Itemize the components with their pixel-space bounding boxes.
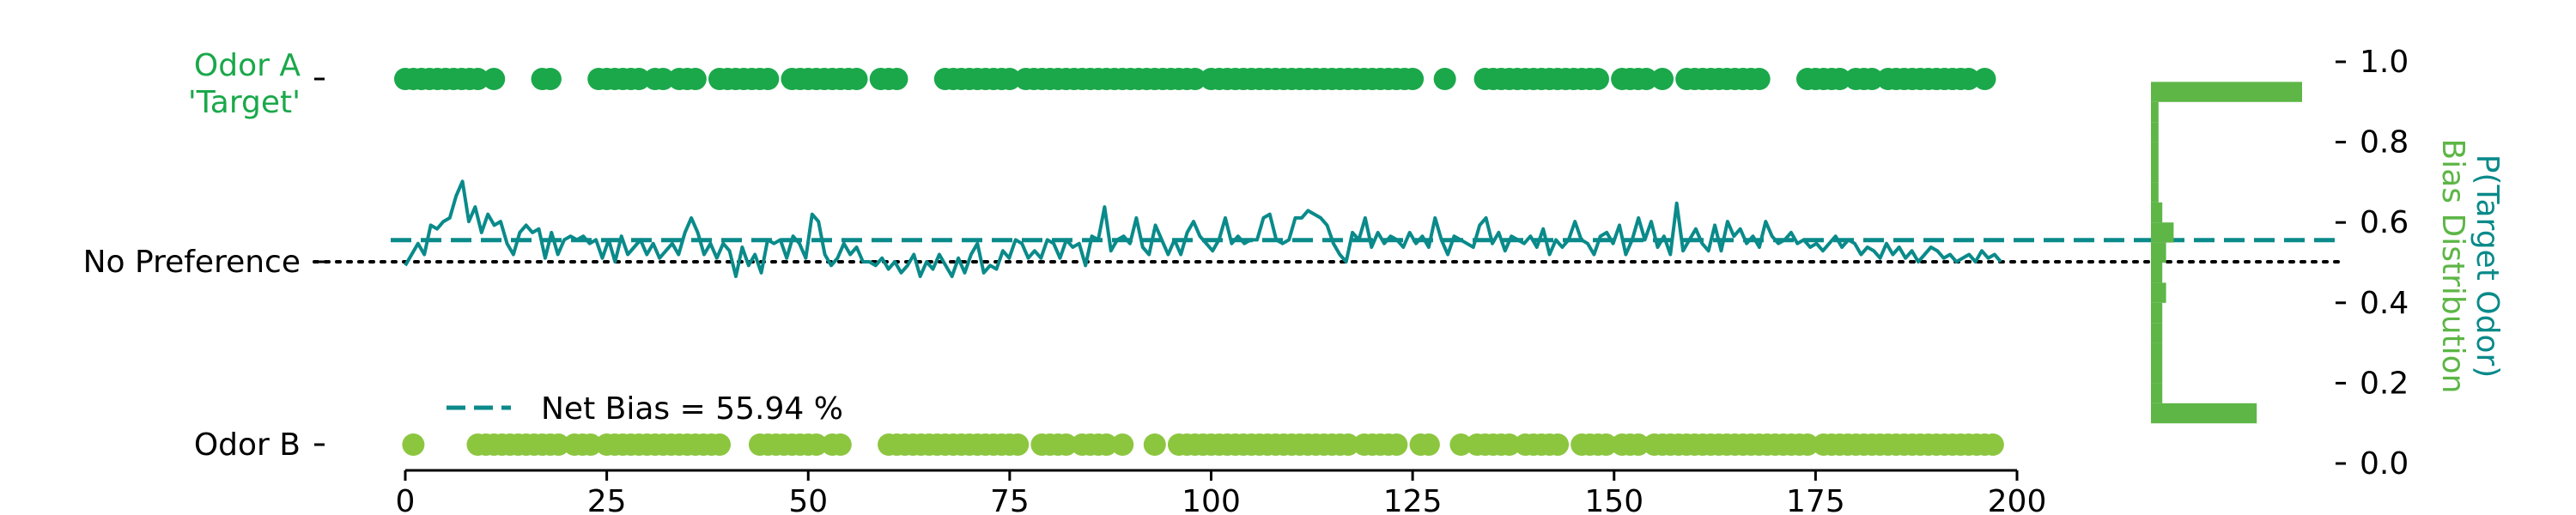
histogram-bar [2151,363,2163,384]
odor-a-trial-dot [885,68,908,90]
histogram-bar [2151,323,2163,343]
odor-b-trial-dot [1095,433,1118,456]
right-tick-label: 1.0 [2360,45,2409,80]
odor-b-label: Odor B [194,427,301,463]
x-tick-label: 25 [587,484,627,515]
main-plot [313,68,2346,456]
odor-b-trial-dot [547,433,570,456]
histogram-bar [2151,282,2166,303]
odor-b-trial-dot [1417,433,1440,456]
x-tick-label: 100 [1182,484,1241,515]
odor-a-trial-dot [756,68,780,90]
no-preference-label: No Preference [83,245,301,280]
odor-b-trial-dot [1337,433,1360,456]
histogram-bar [2151,182,2159,203]
category-labels: Odor A 'Target' No Preference Odor B [83,48,325,463]
histogram-bar [2151,403,2257,424]
histogram-bar [2151,242,2166,263]
x-axis: 0 25 50 75 100 125 150 175 200 [396,469,2047,515]
odor-b-trial-dot [1385,433,1408,456]
odor-b-trial-dot [1626,433,1649,456]
odor-a-trial-dot [683,68,707,90]
odor-a-label-line1: Odor A [194,48,301,83]
bias-histogram [2151,82,2302,424]
odor-a-label-line2: 'Target' [188,85,301,120]
legend: Net Bias = 55.94 % [447,391,843,427]
odor-b-trial-dot [1795,433,1819,456]
histogram-bar [2151,122,2159,142]
odor-b-trial-dot [708,433,732,456]
odor-a-trial-dot [1747,68,1771,90]
x-tick-label: 125 [1383,484,1443,515]
x-tick-label: 175 [1786,484,1845,515]
right-tick-label: 0.4 [2360,286,2409,321]
right-tick-label: 0.8 [2360,125,2409,161]
x-tick-label: 75 [990,484,1030,515]
right-axis-title: P(Target Odor) Bias Distribution [2435,139,2505,394]
odor-b-trial-dot [1143,433,1166,456]
odor-b-trial-dot [1449,433,1473,456]
odor-a-trial-dot [1957,68,1980,90]
x-tick-label: 200 [1988,484,2047,515]
odor-a-trial-dot [1401,68,1425,90]
right-tick-label: 0.2 [2360,366,2409,401]
odor-a-trial-dot [483,68,506,90]
odor-a-trial-dot [1861,68,1884,90]
histogram-bar [2151,82,2302,102]
histogram-bar [2151,302,2163,324]
right-axis: 0.0 0.2 0.4 0.6 0.8 1.0 [2336,45,2409,482]
right-tick-label: 0.6 [2360,205,2409,240]
odor-a-trial-dot [1586,68,1609,90]
odor-b-trial-dot [1111,433,1134,456]
odor-a-trial-dot [1433,68,1456,90]
odor-a-trial-dot [652,68,675,90]
odor-a-trial-dot [538,68,562,90]
odor-a-trial-dot [1651,68,1674,90]
odor-a-trial-dot [998,68,1021,90]
odor-b-trial-dot [829,433,852,456]
histogram-bar [2151,383,2163,403]
odor-b-trial-dot [1006,433,1030,456]
odor-a-trial-dot [1635,68,1658,90]
histogram-bar [2151,222,2174,243]
right-axis-title-line2: Bias Distribution [2435,139,2470,394]
odor-b-trial-dot [402,433,425,456]
right-tick-label: 0.0 [2360,446,2409,482]
odor-a-trial-dot [628,68,651,90]
odor-a-trial-dot [1828,68,1851,90]
histogram-bar [2151,202,2163,223]
legend-label: Net Bias = 55.94 % [541,391,843,427]
odor-a-trial-dot [845,68,868,90]
bias-series-line [404,179,2002,278]
odor-b-trial-dot [1498,433,1521,456]
odor-a-trial-dot [466,68,489,90]
odor-b-trial-dot [1546,433,1570,456]
histogram-bar [2151,342,2163,363]
histogram-bar [2151,142,2159,162]
x-tick-label: 0 [396,484,416,515]
right-axis-title-line1: P(Target Odor) [2470,154,2505,379]
odor-b-trial-dot [579,433,602,456]
odor-a-trial-dot [1973,68,1996,90]
histogram-bar [2151,263,2163,283]
odor-b-trial-dot [1595,433,1618,456]
odor-b-trial-dot [1054,433,1078,456]
x-tick-label: 50 [788,484,828,515]
odor-b-trial-dot [1981,433,2004,456]
odor-a-trial-dot [1183,68,1206,90]
histogram-bar [2151,101,2159,123]
histogram-bar [2151,162,2159,183]
x-tick-label: 150 [1584,484,1643,515]
odor-b-trial-dot [805,433,828,456]
